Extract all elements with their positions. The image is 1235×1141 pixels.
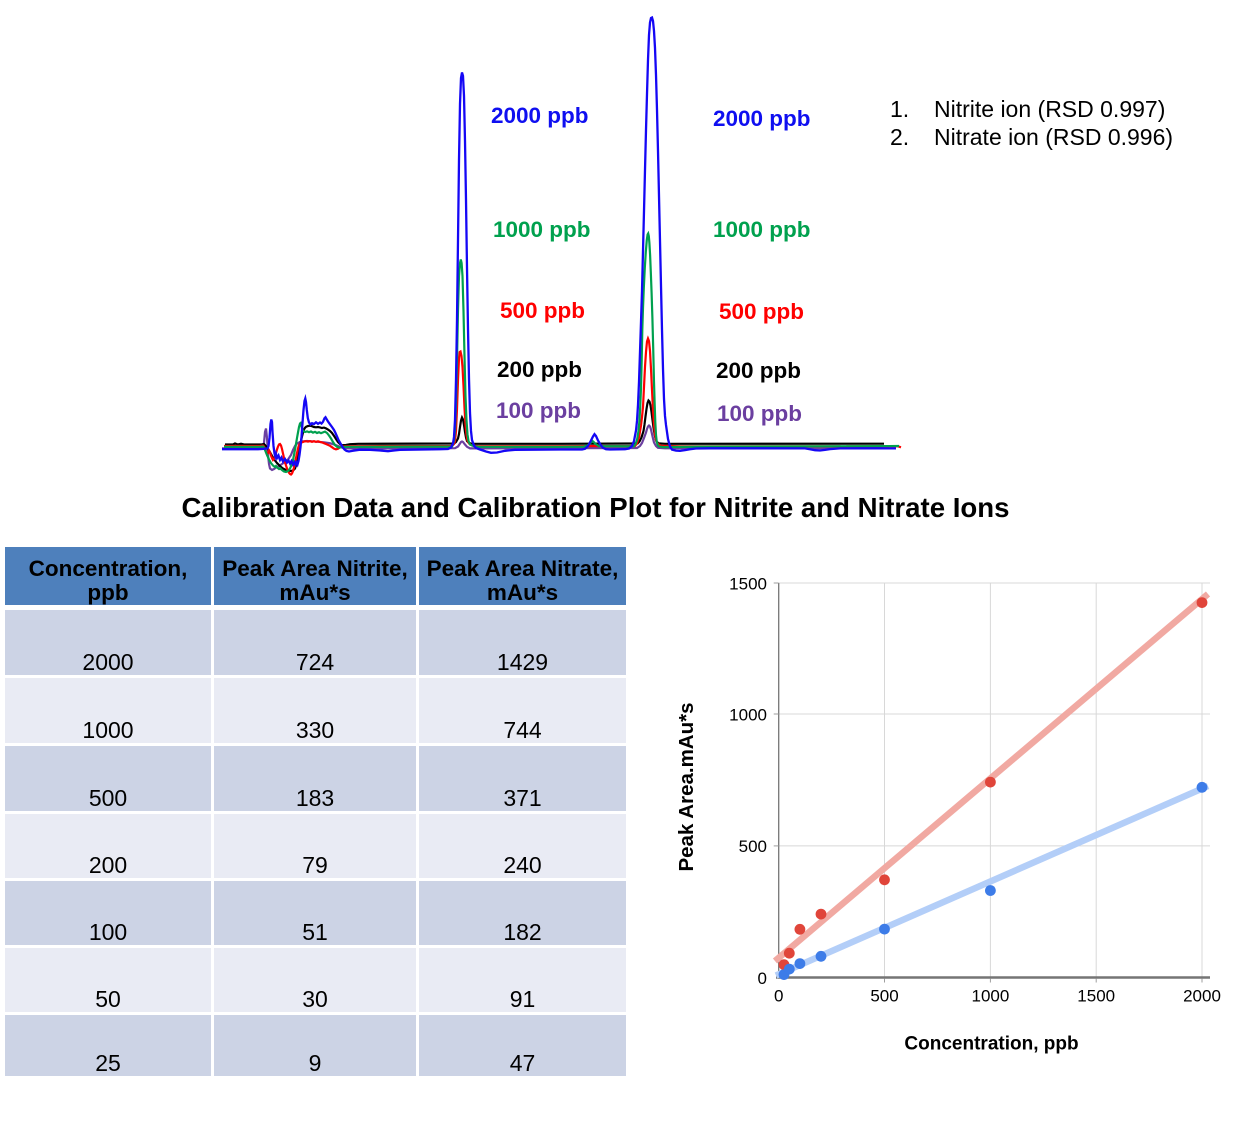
svg-text:500: 500 bbox=[870, 987, 898, 1006]
svg-text:1000: 1000 bbox=[729, 705, 767, 724]
svg-text:0: 0 bbox=[774, 987, 783, 1006]
svg-text:Concentration, ppb: Concentration, ppb bbox=[904, 1034, 1078, 1055]
svg-text:1500: 1500 bbox=[1077, 987, 1115, 1006]
svg-text:Peak Area.mAu*s: Peak Area.mAu*s bbox=[675, 702, 698, 871]
svg-text:2000: 2000 bbox=[1183, 987, 1221, 1006]
svg-text:1000: 1000 bbox=[971, 987, 1009, 1006]
svg-text:0: 0 bbox=[758, 969, 767, 988]
svg-text:1500: 1500 bbox=[729, 574, 767, 593]
svg-text:500: 500 bbox=[739, 837, 767, 856]
